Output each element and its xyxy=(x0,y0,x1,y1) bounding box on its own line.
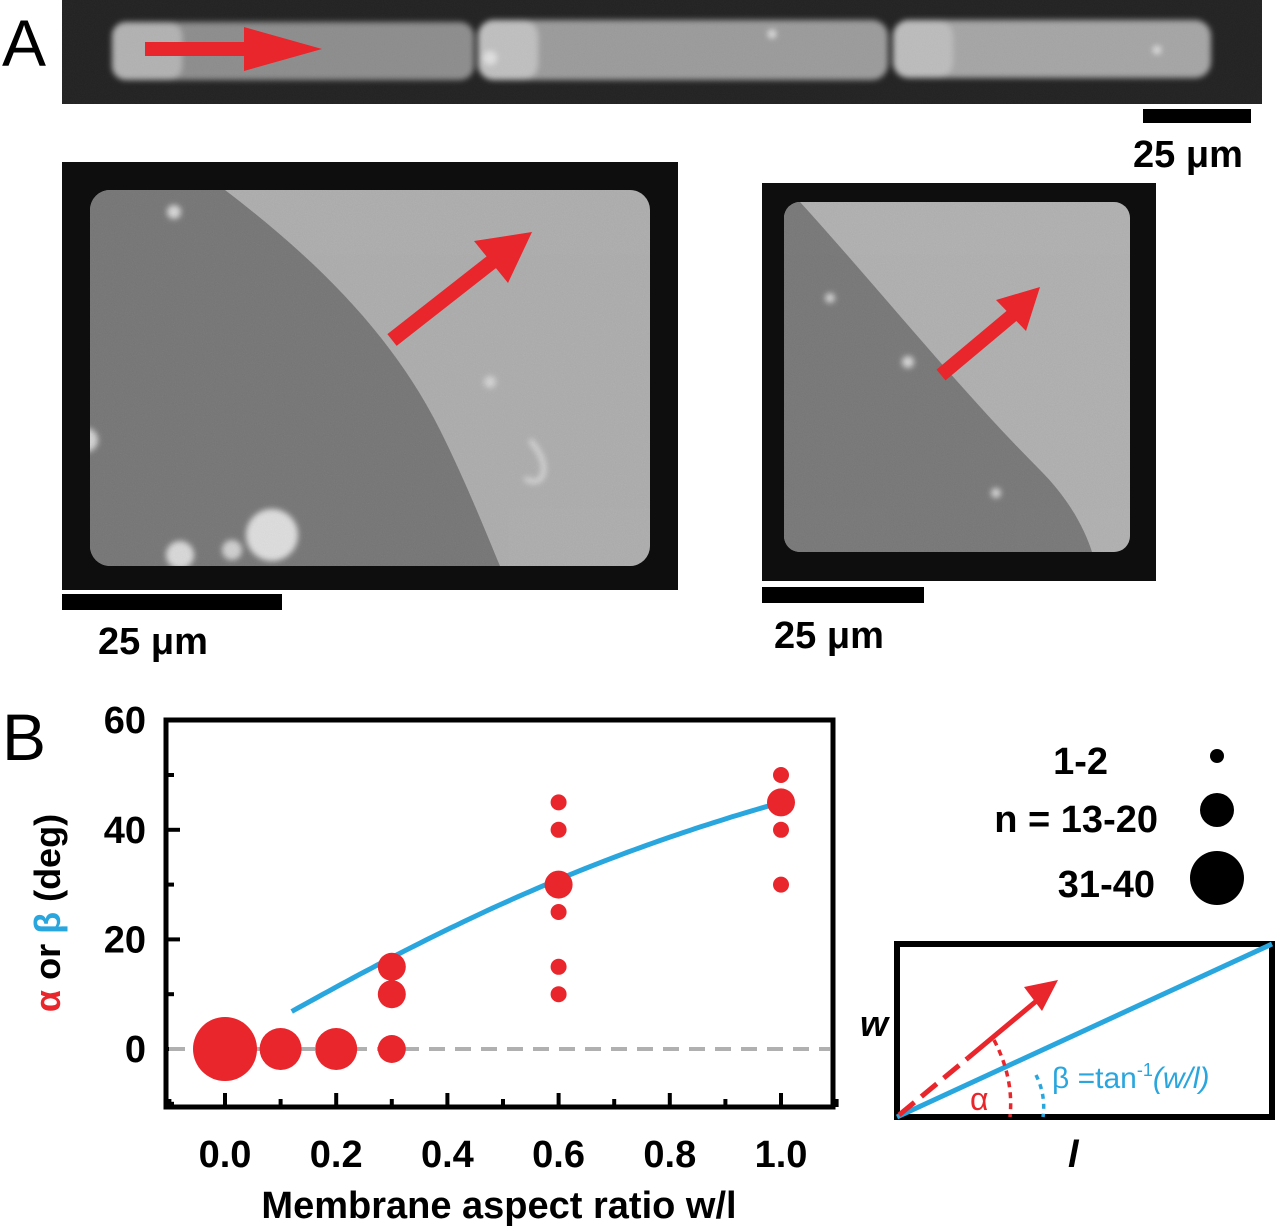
beta-formula-arg: (w/l) xyxy=(1153,1062,1210,1095)
panel-b-label: B xyxy=(2,700,46,774)
beta-formula-sup: -1 xyxy=(1137,1060,1153,1080)
inset-diagonal xyxy=(895,941,1274,1120)
legend-label-medium: n = 13-20 xyxy=(994,799,1158,841)
alpha-arc xyxy=(992,1039,1013,1118)
x-tick-label: 0.6 xyxy=(532,1134,585,1176)
legend-dot-large xyxy=(1190,851,1244,905)
y-axis-label-unit: (deg) xyxy=(27,814,68,912)
legend-dot-medium xyxy=(1200,793,1234,827)
inset-beta-label: β =tan-1(w/l) xyxy=(1052,1060,1210,1095)
scale-bar-label-right: 25 μm xyxy=(774,615,884,657)
x-tick-label: 1.0 xyxy=(755,1134,808,1176)
inset-l-label: l xyxy=(1068,1134,1080,1176)
plot-area xyxy=(169,767,830,1081)
scale-bar-right xyxy=(762,587,924,603)
data-point xyxy=(550,794,567,811)
micrograph-square xyxy=(762,183,1156,581)
inset-alpha-label: α xyxy=(970,1081,989,1117)
beta-formula-main: β =tan xyxy=(1052,1062,1137,1095)
scale-bar-label-top: 25 μm xyxy=(1133,134,1243,176)
micrograph-strip xyxy=(62,0,1262,104)
y-tick-label: 0 xyxy=(125,1029,146,1071)
legend-dot-small xyxy=(1210,749,1224,763)
direction-arrow-left xyxy=(387,232,532,346)
panel-a-label: A xyxy=(2,6,46,80)
data-point xyxy=(550,821,567,838)
x-axis-ticks: 0.0 0.2 0.4 0.6 0.8 1.0 xyxy=(167,1093,839,1176)
data-point xyxy=(550,904,567,920)
plot-frame xyxy=(163,717,836,1110)
micrograph-rectangle xyxy=(62,162,678,590)
y-axis-label-or: or xyxy=(27,934,68,990)
inset-frame xyxy=(894,941,1275,1120)
data-point xyxy=(259,1028,302,1070)
beta-arc xyxy=(1034,1074,1046,1118)
direction-arrow-right xyxy=(936,287,1040,381)
data-point xyxy=(193,1017,257,1081)
x-tick-label: 0.4 xyxy=(421,1134,474,1176)
data-point xyxy=(377,980,406,1009)
y-axis-ticks: 0 20 40 60 xyxy=(104,700,180,1106)
inset-arrow-solid xyxy=(966,996,1042,1060)
inset-arrow-head xyxy=(1024,980,1058,1011)
x-axis-label: Membrane aspect ratio w/l xyxy=(261,1185,736,1227)
data-point xyxy=(773,767,789,783)
data-point xyxy=(550,958,567,975)
scale-bar-label-left: 25 μm xyxy=(98,621,208,663)
direction-arrow-strip xyxy=(145,27,322,71)
y-tick-label: 20 xyxy=(104,919,146,961)
data-point xyxy=(773,821,789,838)
inset-arrow-dashed xyxy=(897,1056,970,1117)
theory-curve xyxy=(290,799,782,1014)
legend-label-large: 31-40 xyxy=(1058,864,1155,906)
size-legend: 1-2 n = 13-20 31-40 xyxy=(994,741,1244,906)
data-point xyxy=(377,952,406,981)
inset-w-label: w xyxy=(860,1003,890,1044)
data-point xyxy=(767,788,795,817)
data-point xyxy=(544,870,573,899)
data-point xyxy=(773,876,789,893)
y-axis-label-beta: β xyxy=(27,912,68,934)
x-tick-label: 0.0 xyxy=(199,1134,252,1176)
inset-schematic: w l α β =tan-1(w/l) xyxy=(860,941,1275,1176)
y-tick-label: 40 xyxy=(104,810,146,852)
data-point xyxy=(377,1035,406,1063)
scale-bar-left xyxy=(62,594,282,610)
y-axis-label: α or β (deg) xyxy=(27,814,68,1012)
legend-label-small: 1-2 xyxy=(1053,741,1108,783)
data-point xyxy=(550,986,567,1003)
data-point xyxy=(315,1028,358,1070)
x-tick-label: 0.2 xyxy=(310,1134,363,1176)
x-tick-label: 0.8 xyxy=(643,1134,696,1176)
y-axis-label-alpha: α xyxy=(27,990,68,1012)
scale-bar-top xyxy=(1143,109,1251,123)
y-tick-label: 60 xyxy=(104,700,146,742)
